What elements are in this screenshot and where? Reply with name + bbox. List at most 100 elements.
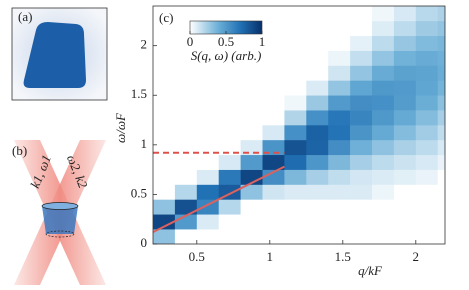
heatmap-cell (218, 169, 241, 185)
heatmap-cell (437, 139, 445, 156)
x-tick-label: 2 (413, 249, 420, 264)
heatmap-cell (306, 214, 329, 230)
heatmap-cell (174, 199, 198, 215)
heatmap-cell (174, 35, 198, 51)
heatmap-cell (196, 154, 219, 170)
heatmap-cell (393, 125, 417, 141)
heatmap-cell (393, 110, 417, 126)
heatmap-cell (218, 139, 241, 156)
heatmap-cell (437, 229, 445, 244)
heatmap-cell (306, 139, 329, 156)
heatmap-cell (262, 95, 285, 111)
y-tick-label: 1 (141, 136, 148, 151)
heatmap-cell (284, 110, 307, 126)
heatmap-cell (372, 154, 395, 170)
heatmap-cell (306, 229, 329, 244)
heatmap-cell (393, 6, 417, 22)
heatmap-cell (350, 214, 373, 230)
heatmap-cell (306, 184, 329, 200)
heatmap-cell (415, 199, 438, 215)
heatmap-cell (196, 65, 219, 81)
heatmap-cell (262, 184, 285, 200)
heatmap-cell (415, 214, 438, 230)
heatmap-cell (240, 125, 263, 141)
heatmap-cell (350, 20, 373, 37)
heatmap-cell (350, 169, 373, 185)
heatmap-cell (415, 95, 438, 111)
heatmap-cell (284, 35, 307, 51)
heatmap-cell (284, 95, 307, 111)
heatmap-cell (262, 229, 285, 244)
heatmap-cell (153, 139, 176, 156)
heatmap-cell (306, 50, 329, 66)
heatmap-cell (415, 154, 438, 170)
heatmap-cell (393, 65, 417, 81)
x-tick-label: 1 (267, 249, 274, 264)
heatmap-cell (437, 35, 445, 51)
heatmap-cell (393, 169, 417, 185)
heatmap-cell (372, 95, 395, 111)
heatmap-cell (284, 50, 307, 66)
heatmap-plot: 0.5 1 1.5 200.511.52(c)0 0.5 1S(q, ω) (arb.) (131, 5, 446, 264)
cylinder-bottom (45, 230, 75, 238)
heatmap-cell (284, 80, 307, 96)
heatmap-cell (262, 110, 285, 126)
heatmap-cell (284, 65, 307, 81)
heatmap-cell (218, 50, 241, 66)
heatmap-cell (218, 35, 241, 51)
heatmap-cell (262, 214, 285, 230)
y-tick-label: 2 (141, 37, 148, 52)
heatmap-cell (437, 95, 445, 111)
heatmap-cell (240, 154, 263, 170)
heatmap-cell (153, 50, 176, 66)
heatmap-cell (328, 199, 351, 215)
heatmap-cell (284, 214, 307, 230)
heatmap-cell (328, 35, 351, 51)
heatmap-cell (174, 154, 198, 170)
heatmap-cell (284, 6, 307, 22)
heatmap-cell (218, 229, 241, 244)
heatmap-cell (415, 80, 438, 96)
heatmap-cell (196, 80, 219, 96)
heatmap-cell (153, 125, 176, 141)
heatmap-cell (196, 50, 219, 66)
heatmap-cell (196, 6, 219, 22)
heatmap-cell (284, 125, 307, 141)
heatmap-cell (350, 154, 373, 170)
heatmap-cell (328, 95, 351, 111)
heatmap-cell (174, 229, 198, 244)
heatmap-cell (196, 184, 219, 200)
heatmap-cell (372, 80, 395, 96)
heatmap-cell (393, 50, 417, 66)
heatmap-cell (218, 110, 241, 126)
heatmap-cell (284, 154, 307, 170)
heatmap-cell (153, 80, 176, 96)
heatmap-cell (393, 154, 417, 170)
heatmap-cell (284, 229, 307, 244)
y-tick-label: 0.5 (131, 185, 147, 200)
heatmap-cell (372, 169, 395, 185)
heatmap-cell (372, 229, 395, 244)
cylinder-top (41, 202, 79, 210)
heatmap-cell (240, 139, 263, 156)
heatmap-cell (153, 110, 176, 126)
heatmap-cell (306, 80, 329, 96)
atom-cylinder (42, 206, 78, 234)
heatmap-cell (196, 229, 219, 244)
heatmap-cell (262, 6, 285, 22)
heatmap-cell (153, 154, 176, 170)
heatmap-cell (372, 125, 395, 141)
heatmap-cell (393, 214, 417, 230)
heatmap-cell (240, 229, 263, 244)
heatmap-cell (240, 6, 263, 22)
heatmap-cell (153, 169, 176, 185)
y-tick-label: 0 (141, 235, 148, 250)
heatmap-cell (218, 214, 241, 230)
heatmap-cell (218, 95, 241, 111)
heatmap-cell (328, 50, 351, 66)
heatmap-cell (393, 20, 417, 37)
heatmap-cell (393, 229, 417, 244)
heatmap-cell (415, 125, 438, 141)
heatmap-cell (153, 35, 176, 51)
